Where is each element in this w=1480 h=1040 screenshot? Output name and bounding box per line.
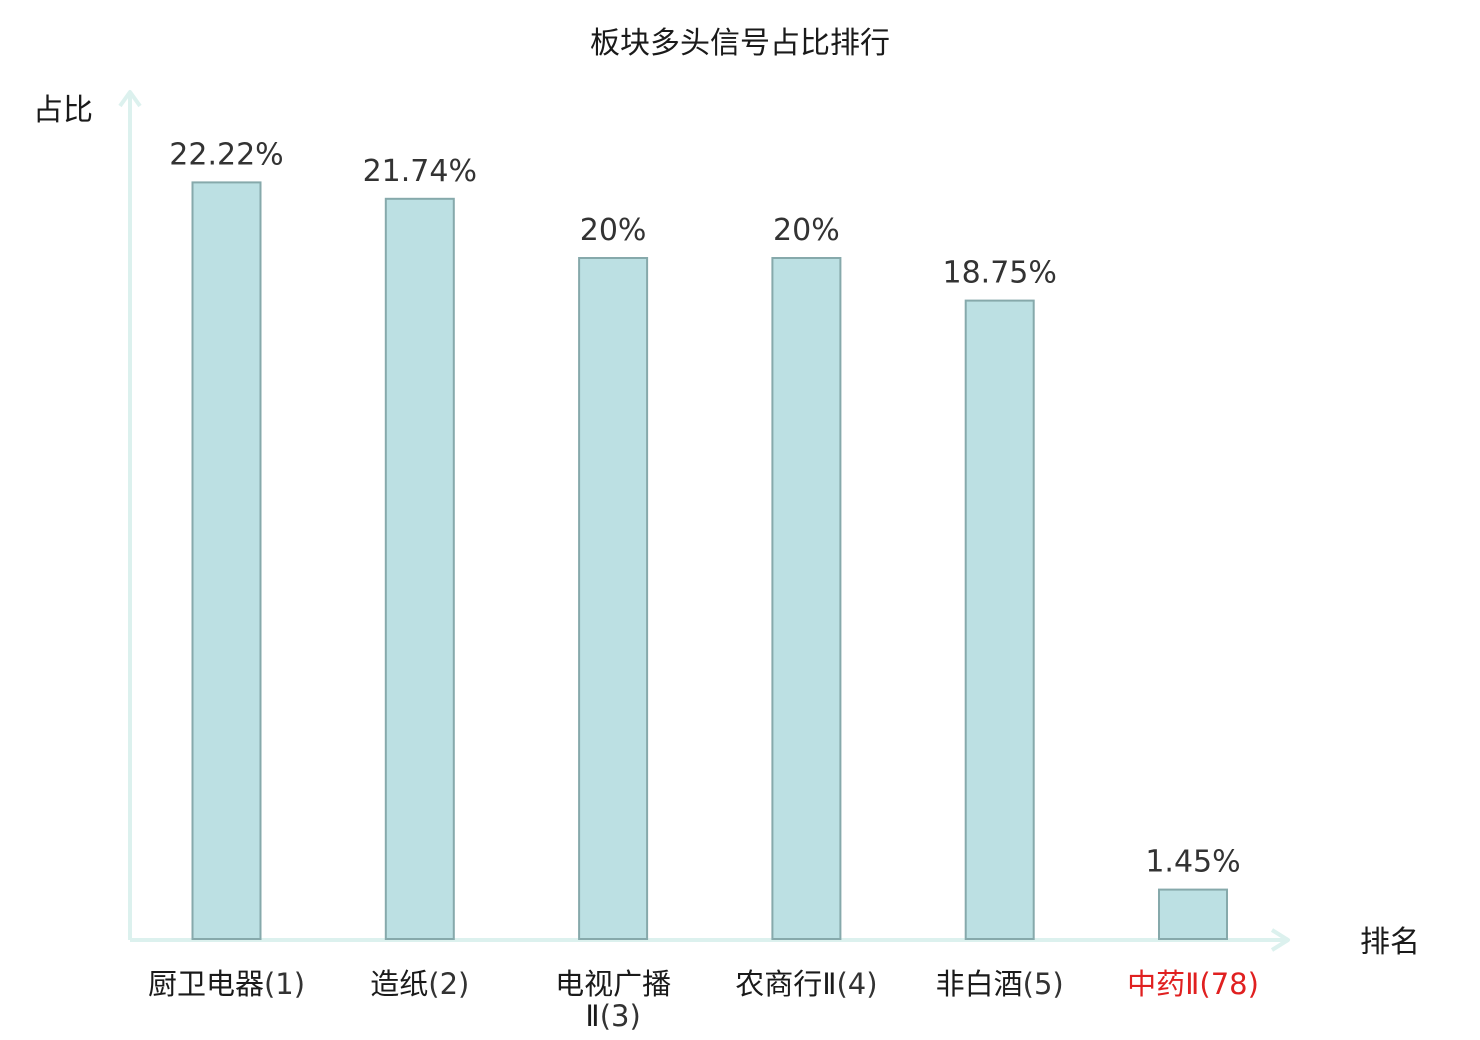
bar-value-label: 20% [773, 213, 840, 248]
bar-value-label: 20% [580, 213, 647, 248]
y-axis-label: 占比 [33, 93, 93, 128]
category-labels-group: 厨卫电器(1) 造纸(2) 电视广播 Ⅱ(3) 农商行Ⅱ(4) 非白酒(5) 中药Ⅱ(78) [148, 967, 1259, 1033]
bar [771, 257, 842, 940]
category-label: 中药Ⅱ(78) [1127, 967, 1259, 1001]
value-labels-group: 22.22% 21.74% 20% 20% 18.75% 1.45% [169, 137, 1240, 879]
x-axis [130, 928, 1290, 952]
y-axis-arrow [118, 90, 142, 108]
bar [578, 257, 649, 940]
category-label: 造纸(2) [370, 967, 469, 1001]
y-axis [118, 90, 142, 940]
chart-title: 板块多头信号占比排行 [590, 26, 890, 61]
category-label: 农商行Ⅱ(4) [735, 967, 877, 1001]
bar-value-label: 22.22% [169, 137, 283, 172]
bar-value-label: 18.75% [943, 256, 1057, 291]
bar-value-label: 21.74% [363, 154, 477, 189]
x-axis-label: 排名 [1360, 925, 1420, 960]
category-label: 厨卫电器(1) [148, 967, 305, 1001]
bar-value-label: 1.45% [1145, 845, 1240, 880]
bar [384, 197, 455, 941]
category-label: 电视广播 Ⅱ(3) [555, 967, 671, 1033]
bars-group [191, 181, 1228, 941]
bar [1158, 888, 1228, 940]
x-axis-arrow [1270, 928, 1290, 952]
bar [964, 299, 1035, 941]
bar [191, 181, 262, 940]
category-label: 非白酒(5) [936, 967, 1064, 1001]
